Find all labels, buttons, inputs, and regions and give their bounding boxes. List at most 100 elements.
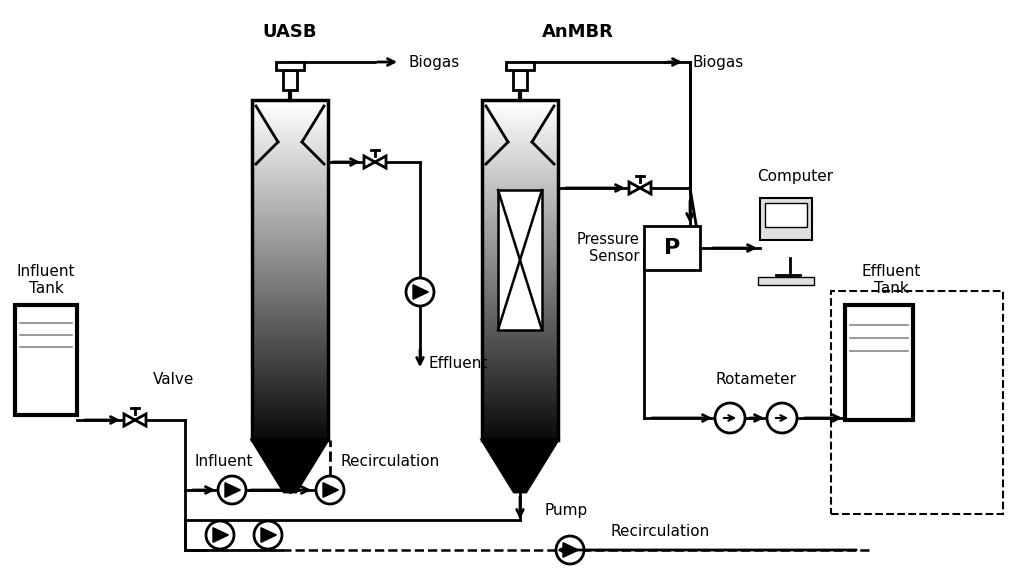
Bar <box>252 100 328 440</box>
Bar <box>482 427 558 432</box>
Bar <box>252 419 328 423</box>
Bar <box>252 232 328 236</box>
Bar <box>482 414 558 419</box>
Bar <box>482 355 558 359</box>
Text: P: P <box>664 238 681 258</box>
Bar <box>252 117 328 121</box>
Bar <box>482 189 558 193</box>
Bar <box>252 262 328 266</box>
Circle shape <box>206 521 234 549</box>
Bar <box>252 351 328 355</box>
Text: Recirculation: Recirculation <box>610 525 709 540</box>
Bar <box>252 304 328 308</box>
Polygon shape <box>135 414 146 426</box>
Bar <box>252 410 328 414</box>
Text: Influent: Influent <box>194 455 253 470</box>
Bar <box>252 202 328 206</box>
Bar <box>482 121 558 126</box>
Polygon shape <box>629 182 640 194</box>
Bar <box>482 172 558 176</box>
Bar <box>252 189 328 193</box>
Bar <box>482 215 558 219</box>
Bar <box>482 138 558 142</box>
Bar <box>482 423 558 427</box>
Bar <box>252 321 328 325</box>
Text: Influent
Tank: Influent Tank <box>16 264 75 296</box>
Bar <box>482 372 558 376</box>
Circle shape <box>218 476 246 504</box>
Bar <box>482 274 558 278</box>
Bar <box>482 317 558 321</box>
Bar <box>831 291 1003 514</box>
Bar <box>482 312 558 317</box>
Bar <box>252 236 328 241</box>
Bar <box>482 308 558 312</box>
Bar <box>482 113 558 117</box>
Bar <box>252 414 328 419</box>
Bar <box>482 211 558 215</box>
Bar <box>252 342 328 347</box>
Bar <box>252 185 328 189</box>
Bar <box>252 312 328 317</box>
Bar <box>252 245 328 249</box>
Bar <box>252 432 328 436</box>
Bar <box>252 355 328 359</box>
Bar <box>482 198 558 202</box>
Bar <box>252 198 328 202</box>
Bar <box>252 100 328 104</box>
Bar <box>482 160 558 164</box>
Bar <box>283 70 297 90</box>
Bar <box>482 278 558 283</box>
Bar <box>252 372 328 376</box>
Bar <box>513 70 527 90</box>
Bar <box>482 108 558 113</box>
Bar <box>482 206 558 211</box>
Bar <box>482 363 558 368</box>
Text: Recirculation: Recirculation <box>340 455 439 470</box>
Bar <box>252 376 328 381</box>
Polygon shape <box>375 156 386 168</box>
Bar <box>482 333 558 338</box>
Bar <box>482 389 558 393</box>
Bar <box>482 347 558 351</box>
Bar <box>252 308 328 312</box>
Bar <box>482 142 558 147</box>
Bar <box>482 126 558 130</box>
Bar <box>482 342 558 347</box>
Bar <box>252 138 328 142</box>
Text: Computer: Computer <box>757 169 833 184</box>
Bar <box>506 62 534 70</box>
Polygon shape <box>640 182 651 194</box>
Bar <box>482 249 558 253</box>
Polygon shape <box>563 543 579 557</box>
Bar <box>252 389 328 393</box>
Text: UASB: UASB <box>263 23 318 41</box>
Bar <box>252 427 328 432</box>
Bar <box>482 398 558 402</box>
Bar <box>482 193 558 198</box>
Bar <box>845 305 913 420</box>
Bar <box>252 291 328 296</box>
Bar <box>482 300 558 304</box>
Circle shape <box>254 521 282 549</box>
Bar <box>252 223 328 227</box>
Bar <box>482 151 558 155</box>
Bar <box>482 262 558 266</box>
Bar <box>482 376 558 381</box>
Polygon shape <box>124 414 135 426</box>
Bar <box>252 108 328 113</box>
Bar <box>252 363 328 368</box>
Bar <box>252 249 328 253</box>
Bar <box>252 329 328 333</box>
Bar <box>498 190 542 330</box>
Bar <box>252 406 328 410</box>
Text: Valve: Valve <box>153 373 194 387</box>
Bar <box>252 176 328 181</box>
Bar <box>482 368 558 372</box>
Bar <box>252 126 328 130</box>
Bar <box>252 142 328 147</box>
Bar <box>252 130 328 134</box>
Circle shape <box>767 403 797 433</box>
Polygon shape <box>364 156 375 168</box>
Bar <box>765 203 807 227</box>
